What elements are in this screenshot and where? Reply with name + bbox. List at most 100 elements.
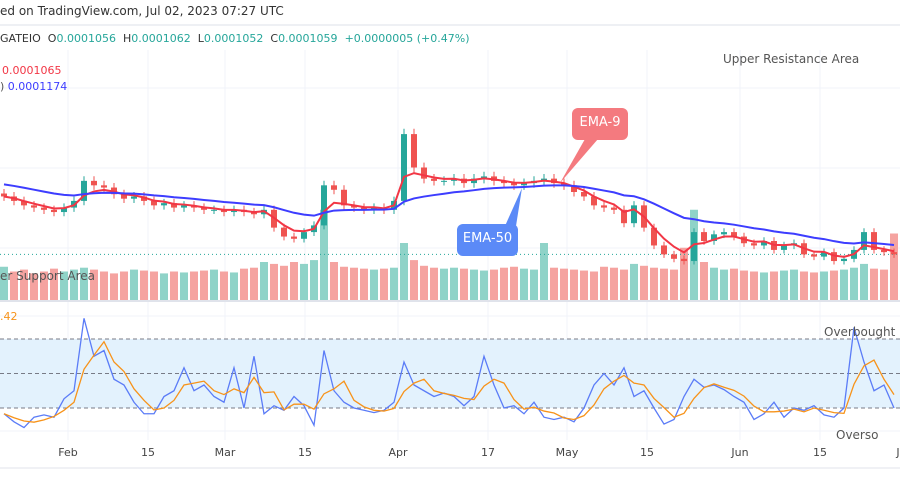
candle-body — [121, 194, 127, 199]
candle-body — [711, 234, 717, 241]
candle-body — [671, 254, 677, 259]
volume-bar — [350, 267, 358, 300]
volume-bar — [60, 271, 68, 300]
volume-bar — [210, 269, 218, 300]
candle-body — [211, 209, 217, 211]
volume-bar — [410, 260, 418, 300]
candle-body — [91, 180, 97, 186]
candle-body — [871, 232, 877, 250]
l-label: L — [197, 32, 204, 45]
header-divider — [0, 24, 900, 26]
candle-body — [811, 254, 817, 257]
candle-body — [681, 258, 687, 262]
candle-body — [821, 252, 827, 257]
volume-bar — [290, 262, 298, 300]
volume-bar — [740, 270, 748, 300]
volume-bar — [830, 270, 838, 300]
candle-body — [441, 180, 447, 182]
x-tick-label: Apr — [388, 446, 408, 459]
volume-bar — [730, 268, 738, 300]
volume-bar — [270, 263, 278, 300]
volume-bar — [400, 243, 408, 300]
x-tick-label: Feb — [58, 446, 78, 459]
published-header: ed on TradingView.com, Jul 02, 2023 07:2… — [0, 4, 284, 18]
candle-body — [321, 185, 327, 226]
volume-bar — [810, 272, 818, 300]
volume-bar — [870, 268, 878, 300]
ema9-callout-tail — [560, 139, 598, 183]
volume-bar — [660, 268, 668, 300]
high-value: 0.0001062 — [131, 32, 191, 45]
volume-bar — [240, 268, 248, 300]
candle-body — [591, 196, 597, 206]
low-value: 0.0001052 — [203, 32, 264, 45]
volume-bar — [450, 267, 458, 300]
ema50-callout: EMA-50 — [457, 224, 518, 256]
candle-body — [861, 232, 867, 250]
volume-bar — [820, 271, 828, 300]
candle-body — [751, 243, 757, 246]
volume-bar — [170, 271, 178, 300]
volume-bar — [100, 271, 108, 300]
volume-bar — [120, 271, 128, 300]
volume-bar — [490, 269, 498, 300]
x-tick-label: Mar — [214, 446, 236, 459]
volume-bar — [220, 271, 228, 300]
ema50-callout-tail — [505, 188, 522, 226]
volume-bar — [800, 271, 808, 300]
candle-body — [471, 178, 477, 184]
volume-bar — [580, 270, 588, 300]
volume-bar — [470, 269, 478, 300]
c-label: C — [270, 32, 279, 45]
volume-bar — [650, 267, 658, 300]
ohlc-legend: GATEIO O0.0001056 H0.0001062 L0.0001052 … — [0, 32, 470, 45]
volume-bar — [890, 233, 898, 300]
volume-bar — [20, 269, 28, 300]
ema9-callout: EMA-9 — [572, 108, 628, 140]
candle-body — [251, 212, 257, 215]
ema50-line — [3, 183, 895, 246]
volume-bar — [700, 262, 708, 300]
volume-bar — [850, 267, 858, 300]
candle-body — [651, 227, 657, 246]
volume-bar — [440, 268, 448, 300]
volume-bar — [110, 273, 118, 300]
volume-bar — [80, 267, 88, 300]
candle-body — [571, 185, 577, 192]
candle-body — [781, 245, 787, 250]
candle-body — [341, 189, 347, 206]
candle-body — [81, 180, 87, 201]
volume-bar — [720, 269, 728, 300]
volume-bar — [340, 266, 348, 300]
candle-body — [141, 196, 147, 201]
x-tick-label: 15 — [640, 446, 654, 459]
o-label: O — [47, 32, 57, 45]
candle-body — [631, 205, 637, 224]
volume-bar — [750, 271, 758, 300]
candle-body — [561, 183, 567, 186]
volume-bar — [130, 269, 138, 300]
ema50-legend-prefix: ) — [0, 80, 5, 93]
candle-body — [201, 207, 207, 210]
volume-bar — [680, 247, 688, 300]
x-tick-label: J — [896, 446, 900, 459]
x-tick-label: 17 — [481, 446, 495, 459]
candle-body — [761, 241, 767, 246]
volume-bar — [90, 269, 98, 300]
x-tick-label: 15 — [298, 446, 312, 459]
volume-bar — [780, 270, 788, 300]
ema50-legend: ) 0.0001174 — [0, 80, 67, 93]
volume-bar — [370, 269, 378, 300]
volume-bar — [760, 272, 768, 300]
volume-bar — [70, 269, 78, 300]
volume-bar — [160, 273, 168, 300]
candle-body — [841, 258, 847, 262]
volume-bar — [30, 273, 38, 300]
volume-bar — [260, 262, 268, 300]
volume-bar — [620, 269, 628, 300]
change-value: +0.0000005 (+0.47%) — [344, 32, 470, 45]
candle-body — [181, 205, 187, 208]
candle-body — [721, 232, 727, 235]
volume-bar — [430, 267, 438, 300]
